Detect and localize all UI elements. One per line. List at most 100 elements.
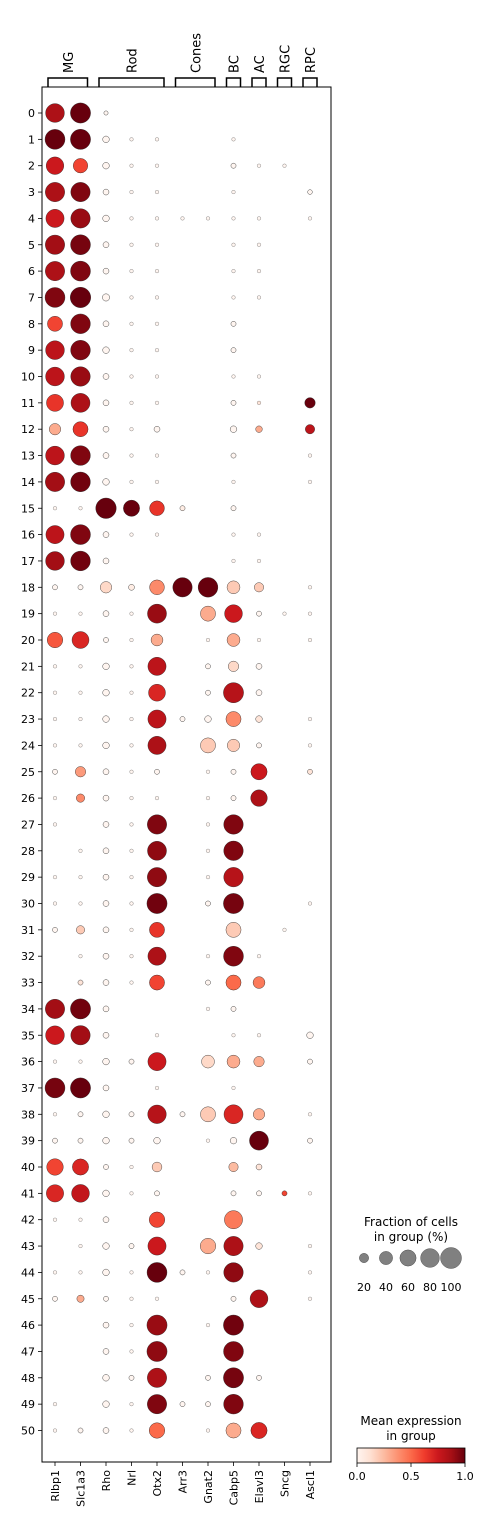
y-tick-label: 9 bbox=[28, 344, 35, 357]
size-legend: Fraction of cells in group (%) 20 40 60 80 1… bbox=[357, 1215, 462, 1294]
dot-7-Cabp5 bbox=[231, 295, 236, 300]
dot-6-Rho bbox=[102, 267, 110, 275]
dot-21-Otx2 bbox=[147, 657, 167, 676]
dot-21-Rlbp1 bbox=[53, 664, 57, 669]
dot-8-Otx2 bbox=[155, 321, 159, 326]
y-tick-label: 8 bbox=[28, 318, 35, 331]
y-tick-label: 47 bbox=[21, 1345, 35, 1358]
dot-32-Gnat2 bbox=[206, 954, 210, 959]
dot-3-Nrl bbox=[129, 190, 134, 194]
dot-5-Cabp5 bbox=[231, 242, 236, 247]
dot-26-Elavl3 bbox=[250, 789, 268, 807]
dot-43-Cabp5 bbox=[223, 1236, 244, 1256]
dot-6-Nrl bbox=[129, 269, 134, 274]
gene-group-label: Rod bbox=[126, 48, 141, 73]
dot-0-Slc1a3 bbox=[70, 102, 91, 124]
size-legend-label: 100 bbox=[441, 1281, 462, 1294]
dot-33-Cabp5 bbox=[225, 974, 242, 991]
y-tick-label: 6 bbox=[28, 265, 35, 278]
dot-26-Gnat2 bbox=[206, 796, 210, 801]
dot-28-Slc1a3 bbox=[78, 848, 83, 853]
dot-19-Cabp5 bbox=[224, 604, 243, 623]
dot-25-Slc1a3 bbox=[75, 766, 86, 778]
dot-2-Slc1a3 bbox=[73, 158, 88, 174]
dot-44-Cabp5 bbox=[223, 1262, 244, 1283]
dot-21-Cabp5 bbox=[228, 660, 239, 672]
dot-49-Nrl bbox=[129, 1402, 134, 1407]
dot-9-Otx2 bbox=[155, 348, 159, 353]
dot-45-Cabp5 bbox=[230, 1295, 237, 1302]
y-tick-label: 32 bbox=[21, 950, 35, 963]
dot-20-Gnat2 bbox=[206, 638, 210, 642]
dot-6-Otx2 bbox=[155, 269, 159, 274]
dot-9-Nrl bbox=[129, 348, 134, 353]
dot-35-Cabp5 bbox=[231, 1033, 236, 1038]
color-legend: Mean expression in group 0.0 0.5 1.0 bbox=[348, 1414, 474, 1483]
dot-4-Rlbp1 bbox=[45, 209, 65, 228]
dot-20-Nrl bbox=[129, 638, 134, 642]
dot-50-Elavl3 bbox=[250, 1422, 268, 1439]
dot-44-Arr3 bbox=[179, 1269, 186, 1276]
dot-21-Rho bbox=[102, 662, 110, 670]
dot-10-Elavl3 bbox=[257, 374, 261, 379]
dot-0-Rlbp1 bbox=[45, 103, 65, 123]
dot-45-Otx2 bbox=[155, 1296, 159, 1301]
dot-50-Slc1a3 bbox=[77, 1427, 84, 1434]
dot-35-Elavl3 bbox=[257, 1033, 261, 1038]
dot-34-Cabp5 bbox=[230, 1006, 237, 1012]
dot-39-Cabp5 bbox=[229, 1137, 238, 1145]
dot-27-Gnat2 bbox=[206, 822, 210, 827]
dot-40-Rlbp1 bbox=[46, 1158, 64, 1176]
dot-16-Slc1a3 bbox=[70, 524, 91, 545]
dot-7-Nrl bbox=[129, 295, 134, 300]
dot-29-Rho bbox=[102, 873, 110, 881]
dot-14-Rlbp1 bbox=[45, 472, 65, 492]
dot-6-Elavl3 bbox=[257, 269, 261, 274]
dot-46-Nrl bbox=[129, 1323, 134, 1328]
dot-40-Cabp5 bbox=[228, 1162, 239, 1172]
dot-19-Gnat2 bbox=[200, 605, 216, 622]
dot-7-Otx2 bbox=[155, 295, 159, 300]
y-tick-label: 5 bbox=[28, 239, 35, 252]
gene-group-bracket bbox=[98, 77, 165, 87]
dot-33-Gnat2 bbox=[205, 979, 211, 986]
dot-18-Gnat2 bbox=[197, 577, 219, 598]
dot-31-Rho bbox=[102, 926, 110, 934]
y-tick-label: 48 bbox=[21, 1372, 35, 1385]
dot-42-Rlbp1 bbox=[53, 1217, 57, 1222]
y-tick-label: 19 bbox=[21, 608, 35, 621]
dot-24-Ascl1 bbox=[308, 743, 312, 748]
dot-45-Elavl3 bbox=[249, 1289, 269, 1308]
gene-group-label: RGC bbox=[279, 45, 294, 73]
dot-41-Ascl1 bbox=[308, 1191, 312, 1196]
dot-27-Otx2 bbox=[147, 814, 167, 835]
dot-41-Elavl3 bbox=[256, 1190, 262, 1197]
dot-14-Cabp5 bbox=[231, 479, 236, 484]
size-legend-dot bbox=[379, 1251, 393, 1265]
dot-45-Slc1a3 bbox=[76, 1294, 85, 1303]
dot-18-Elavl3 bbox=[254, 582, 264, 593]
dot-43-Otx2 bbox=[147, 1236, 167, 1256]
dot-13-Rlbp1 bbox=[45, 445, 65, 466]
dot-48-Otx2 bbox=[147, 1367, 167, 1388]
dot-40-Elavl3 bbox=[255, 1163, 263, 1171]
dot-24-Otx2 bbox=[147, 736, 167, 755]
dot-2-Nrl bbox=[129, 163, 134, 168]
gene-group-bracket bbox=[225, 77, 242, 87]
dot-50-Gnat2 bbox=[206, 1428, 210, 1433]
dot-28-Nrl bbox=[129, 848, 134, 853]
dot-24-Slc1a3 bbox=[78, 743, 83, 748]
dot-13-Otx2 bbox=[155, 453, 159, 458]
size-legend-label: 60 bbox=[401, 1281, 415, 1294]
dot-19-Otx2 bbox=[147, 603, 167, 624]
dot-42-Otx2 bbox=[149, 1211, 165, 1228]
dot-15-Nrl bbox=[123, 499, 140, 517]
dot-37-Rlbp1 bbox=[44, 1077, 66, 1099]
dot-30-Cabp5 bbox=[223, 893, 244, 914]
x-tick-label: Ascl1 bbox=[304, 1470, 317, 1499]
gene-group-label: Cones bbox=[189, 33, 204, 73]
dot-4-Elavl3 bbox=[257, 216, 261, 221]
dot-31-Rlbp1 bbox=[52, 927, 58, 933]
dot-31-Sncg bbox=[282, 927, 287, 932]
